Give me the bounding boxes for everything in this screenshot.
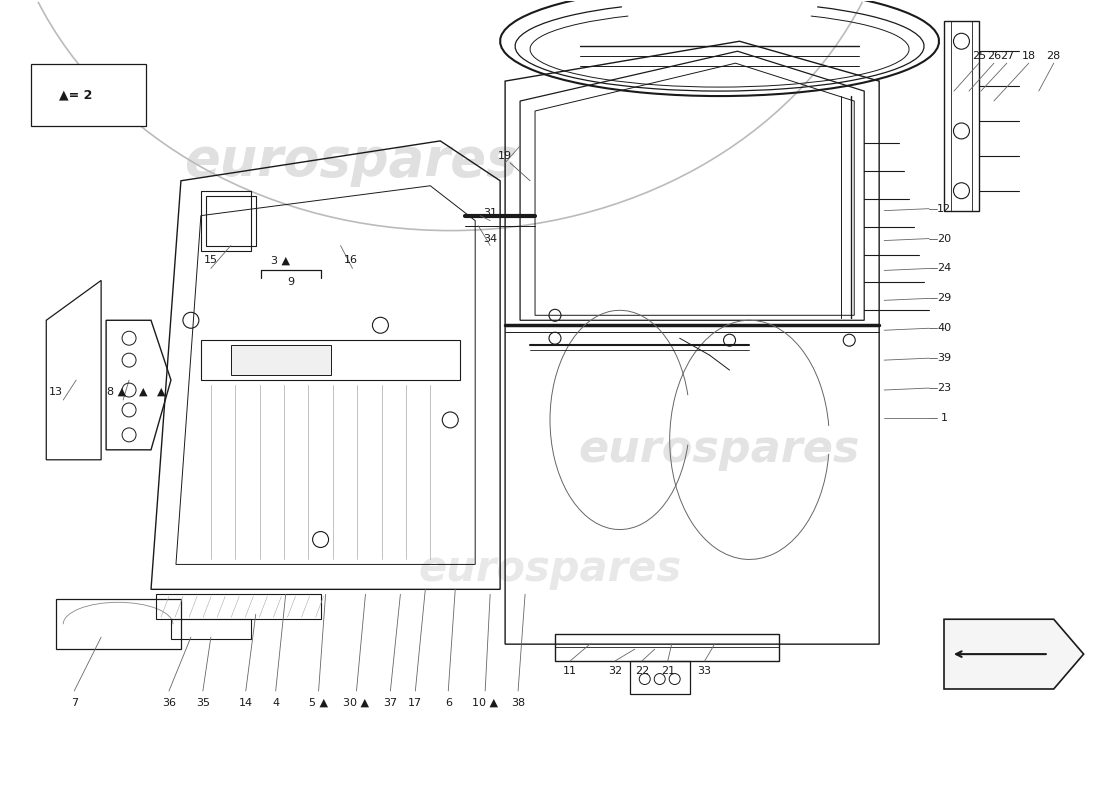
Text: 34: 34 bbox=[483, 234, 497, 243]
Text: 6: 6 bbox=[444, 698, 452, 708]
Text: 24: 24 bbox=[937, 263, 952, 274]
Text: 7: 7 bbox=[70, 698, 78, 708]
Text: 17: 17 bbox=[408, 698, 422, 708]
Text: 29: 29 bbox=[937, 294, 952, 303]
Text: 11: 11 bbox=[563, 666, 576, 676]
Text: 22: 22 bbox=[635, 666, 649, 676]
Text: 28: 28 bbox=[1046, 51, 1060, 61]
Text: eurospares: eurospares bbox=[418, 549, 682, 590]
Text: 10 ▲: 10 ▲ bbox=[472, 698, 498, 708]
Text: 5 ▲: 5 ▲ bbox=[309, 698, 328, 708]
FancyBboxPatch shape bbox=[31, 64, 146, 126]
Text: ▲: ▲ bbox=[156, 387, 165, 397]
Text: 36: 36 bbox=[162, 698, 176, 708]
Text: 40: 40 bbox=[937, 323, 952, 334]
Text: 20: 20 bbox=[937, 234, 952, 243]
Text: 3 ▲: 3 ▲ bbox=[272, 255, 290, 266]
Polygon shape bbox=[944, 619, 1084, 689]
Text: 16: 16 bbox=[343, 255, 358, 266]
Text: 33: 33 bbox=[697, 666, 712, 676]
Text: 32: 32 bbox=[608, 666, 622, 676]
Text: 13: 13 bbox=[50, 387, 64, 397]
Text: ▲: ▲ bbox=[139, 387, 147, 397]
Text: 37: 37 bbox=[383, 698, 397, 708]
Text: 12: 12 bbox=[937, 204, 952, 214]
Text: 15: 15 bbox=[204, 255, 218, 266]
Text: 27: 27 bbox=[1000, 51, 1014, 61]
Text: eurospares: eurospares bbox=[579, 428, 860, 471]
Text: 23: 23 bbox=[937, 383, 952, 393]
Text: 39: 39 bbox=[937, 353, 952, 363]
Text: 8 ▲: 8 ▲ bbox=[107, 387, 125, 397]
Text: 30 ▲: 30 ▲ bbox=[343, 698, 370, 708]
Text: 21: 21 bbox=[661, 666, 674, 676]
Text: eurospares: eurospares bbox=[184, 135, 517, 187]
Text: 9: 9 bbox=[287, 278, 294, 287]
Text: 31: 31 bbox=[483, 208, 497, 218]
Text: 14: 14 bbox=[239, 698, 253, 708]
Text: 35: 35 bbox=[196, 698, 210, 708]
Text: 38: 38 bbox=[512, 698, 525, 708]
Text: 25: 25 bbox=[972, 51, 986, 61]
Text: 18: 18 bbox=[1022, 51, 1036, 61]
Text: 1: 1 bbox=[940, 413, 947, 423]
Text: 26: 26 bbox=[987, 51, 1001, 61]
Text: 4: 4 bbox=[272, 698, 279, 708]
Polygon shape bbox=[231, 345, 331, 375]
Text: ▲= 2: ▲= 2 bbox=[59, 89, 92, 102]
Text: 19: 19 bbox=[498, 151, 513, 161]
